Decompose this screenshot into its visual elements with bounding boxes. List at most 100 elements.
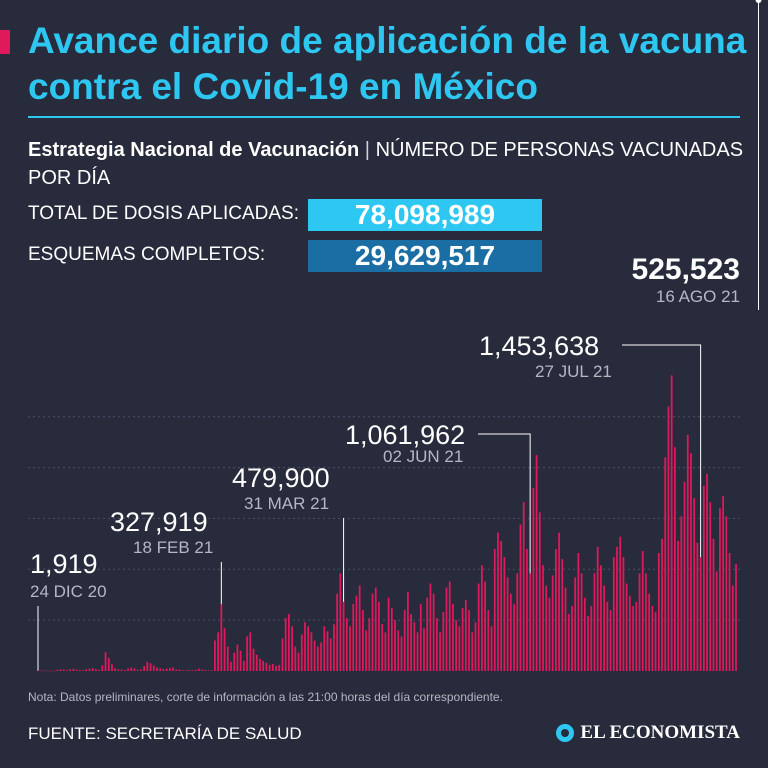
bar-55	[214, 640, 216, 671]
bar-217	[735, 564, 737, 671]
bar-103	[368, 618, 371, 671]
bar-164	[564, 587, 567, 671]
bar-20	[101, 665, 104, 671]
bar-61	[233, 652, 236, 671]
bar-153	[529, 573, 532, 671]
bar-58	[223, 628, 226, 671]
bar-39	[162, 668, 165, 671]
bar-0	[37, 670, 39, 672]
bar-85	[310, 632, 313, 671]
bar-191	[651, 605, 654, 671]
bar-64	[242, 660, 245, 671]
bar-100	[358, 585, 361, 671]
bar-49	[194, 669, 197, 671]
bar-201	[683, 481, 686, 671]
annotation-value-3: 1,061,962	[345, 420, 465, 450]
annotation-date-5: 16 AGO 21	[656, 287, 740, 306]
annotation-date-4: 27 JUL 21	[535, 362, 612, 381]
bar-38	[159, 668, 162, 671]
bar-154	[532, 487, 535, 671]
bar-156	[538, 512, 541, 671]
bar-202	[686, 435, 689, 671]
bar-28	[127, 668, 129, 671]
bar-33	[143, 666, 146, 671]
bar-211	[715, 571, 718, 671]
bar-2	[43, 670, 46, 672]
bar-31	[136, 669, 139, 671]
bar-111	[394, 620, 396, 671]
bar-108	[384, 632, 387, 671]
bar-185	[632, 605, 634, 671]
bar-30	[133, 668, 136, 671]
bar-47	[188, 669, 191, 671]
subtitle-separator: |	[364, 139, 370, 161]
bar-135	[471, 632, 474, 671]
bar-193	[657, 553, 660, 671]
bar-125	[439, 632, 441, 671]
bar-57	[220, 604, 223, 671]
bar-212	[719, 508, 721, 671]
bar-77	[284, 618, 287, 671]
bar-208	[706, 473, 708, 671]
bar-184	[628, 595, 631, 671]
source-credit: FUENTE: SECRETARÍA DE SALUD	[28, 724, 302, 743]
annotation-leader-3	[478, 433, 531, 574]
bar-134	[468, 609, 470, 671]
bar-152	[526, 548, 528, 671]
bar-40	[165, 668, 168, 671]
bar-96	[345, 618, 348, 671]
bar-170	[583, 597, 586, 671]
bar-3	[46, 670, 49, 671]
bar-53	[207, 670, 210, 671]
bar-24	[114, 668, 117, 671]
bar-116	[410, 614, 413, 671]
bar-68	[255, 654, 258, 671]
bar-90	[326, 631, 329, 671]
bar-195	[664, 457, 667, 671]
bar-149	[516, 573, 519, 671]
bar-99	[355, 595, 358, 671]
bar-22	[107, 657, 110, 671]
bar-98	[352, 603, 355, 671]
bar-122	[429, 583, 432, 671]
bar-23	[111, 664, 113, 671]
bar-6	[56, 669, 59, 671]
bar-173	[593, 573, 596, 671]
bar-120	[423, 628, 425, 671]
bar-25	[117, 669, 120, 671]
bar-144	[500, 540, 503, 671]
bar-29	[130, 667, 133, 671]
bar-71	[265, 662, 268, 671]
bar-196	[667, 406, 670, 671]
bar-69	[259, 658, 261, 671]
bar-112	[397, 630, 400, 671]
bar-175	[600, 565, 602, 671]
bar-183	[625, 583, 628, 671]
bar-113	[400, 636, 403, 671]
bar-142	[493, 548, 496, 671]
bar-32	[140, 669, 142, 671]
bar-67	[252, 648, 255, 671]
bar-158	[545, 585, 548, 671]
bar-80	[294, 646, 297, 671]
bar-66	[249, 632, 252, 671]
bar-110	[390, 607, 393, 671]
bar-214	[725, 516, 728, 671]
brand-name: EL ECONOMISTA	[580, 722, 740, 743]
brand-logo: EL ECONOMISTA	[556, 722, 740, 744]
bar-161	[554, 548, 557, 671]
bar-56	[217, 632, 220, 671]
subtitle-rest: NÚMERO DE PERSONAS VACUNADAS POR DÍA	[28, 139, 744, 189]
bar-179	[612, 557, 615, 671]
bar-190	[648, 593, 651, 671]
bar-147	[509, 593, 512, 671]
bar-43	[175, 669, 178, 671]
bar-182	[622, 557, 625, 671]
annotation-value-5: 525,523	[632, 253, 740, 286]
bar-14	[82, 670, 84, 671]
bar-189	[645, 573, 647, 671]
bar-121	[426, 597, 429, 671]
bar-159	[548, 597, 551, 671]
bar-136	[474, 622, 477, 671]
bar-123	[432, 593, 435, 671]
